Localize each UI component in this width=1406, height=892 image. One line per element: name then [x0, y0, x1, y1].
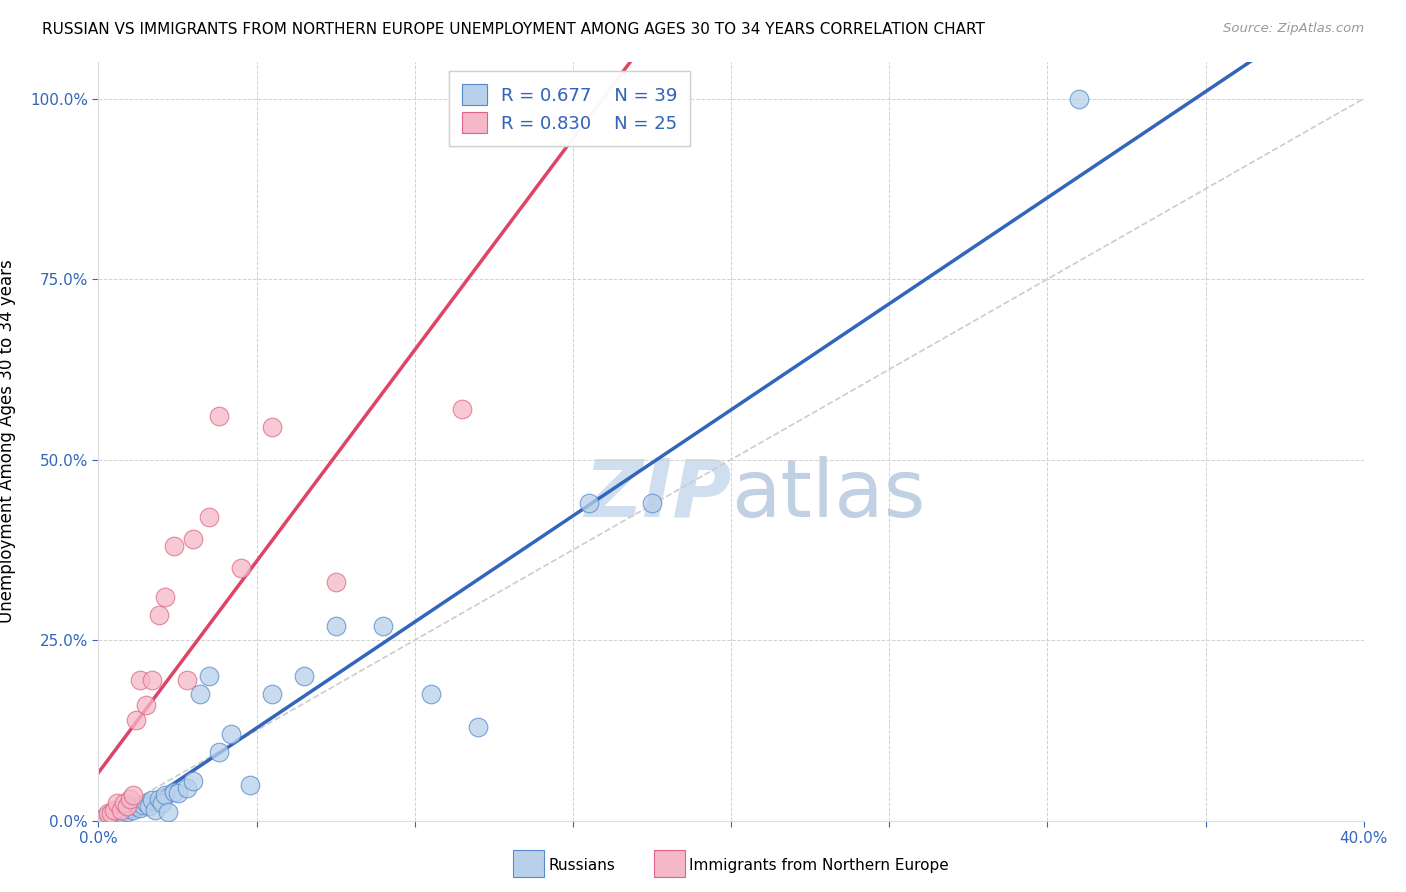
Point	[122, 803, 145, 817]
Point	[219, 727, 243, 741]
Text: Russians: Russians	[548, 858, 616, 872]
Point	[419, 687, 441, 701]
Point	[141, 673, 163, 687]
Point	[163, 785, 186, 799]
Point	[110, 803, 132, 817]
Point	[153, 590, 176, 604]
Text: Immigrants from Northern Europe: Immigrants from Northern Europe	[689, 858, 949, 872]
Point	[163, 539, 186, 553]
Point	[120, 800, 141, 814]
Point	[157, 805, 180, 819]
Point	[208, 745, 231, 759]
Point	[145, 803, 166, 817]
Point	[115, 805, 138, 819]
Point	[176, 781, 198, 796]
Point	[150, 796, 173, 810]
Point	[183, 532, 205, 546]
Legend: R = 0.677    N = 39, R = 0.830    N = 25: R = 0.677 N = 39, R = 0.830 N = 25	[449, 71, 690, 145]
Point	[100, 806, 122, 821]
Point	[148, 607, 170, 622]
Point	[125, 799, 148, 814]
Point	[262, 420, 284, 434]
Point	[641, 496, 664, 510]
Point	[239, 778, 262, 792]
Point	[141, 793, 163, 807]
Text: RUSSIAN VS IMMIGRANTS FROM NORTHERN EUROPE UNEMPLOYMENT AMONG AGES 30 TO 34 YEAR: RUSSIAN VS IMMIGRANTS FROM NORTHERN EURO…	[42, 22, 986, 37]
Point	[115, 799, 138, 814]
Text: atlas: atlas	[731, 456, 925, 533]
Point	[198, 669, 221, 683]
Point	[128, 673, 150, 687]
Point	[198, 510, 221, 524]
Point	[120, 792, 141, 806]
Point	[97, 808, 120, 822]
Point	[325, 575, 347, 590]
Point	[208, 409, 231, 424]
Point	[103, 808, 125, 822]
Point	[93, 810, 117, 824]
Point	[578, 496, 600, 510]
Point	[122, 789, 145, 803]
Point	[183, 773, 205, 788]
Point	[128, 800, 150, 814]
Point	[148, 792, 170, 806]
Point	[135, 698, 157, 712]
Point	[103, 803, 125, 817]
Point	[467, 720, 489, 734]
Point	[100, 806, 122, 821]
Point	[166, 786, 188, 800]
Point	[107, 805, 129, 819]
Point	[138, 799, 160, 814]
Text: ZIP: ZIP	[583, 456, 731, 533]
Point	[112, 803, 135, 817]
Point	[125, 713, 148, 727]
Point	[110, 806, 132, 821]
Point	[107, 796, 129, 810]
Point	[229, 561, 252, 575]
Point	[132, 797, 155, 812]
Point	[451, 402, 474, 417]
Point	[292, 669, 315, 683]
Point	[371, 618, 394, 632]
Point	[112, 796, 135, 810]
Point	[135, 796, 157, 810]
Point	[153, 789, 176, 803]
Point	[93, 810, 117, 824]
Point	[176, 673, 198, 687]
Text: Source: ZipAtlas.com: Source: ZipAtlas.com	[1223, 22, 1364, 36]
Point	[325, 618, 347, 632]
Point	[262, 687, 284, 701]
Y-axis label: Unemployment Among Ages 30 to 34 years: Unemployment Among Ages 30 to 34 years	[0, 260, 15, 624]
Point	[97, 806, 120, 821]
Point	[188, 687, 211, 701]
Point	[1067, 91, 1090, 105]
